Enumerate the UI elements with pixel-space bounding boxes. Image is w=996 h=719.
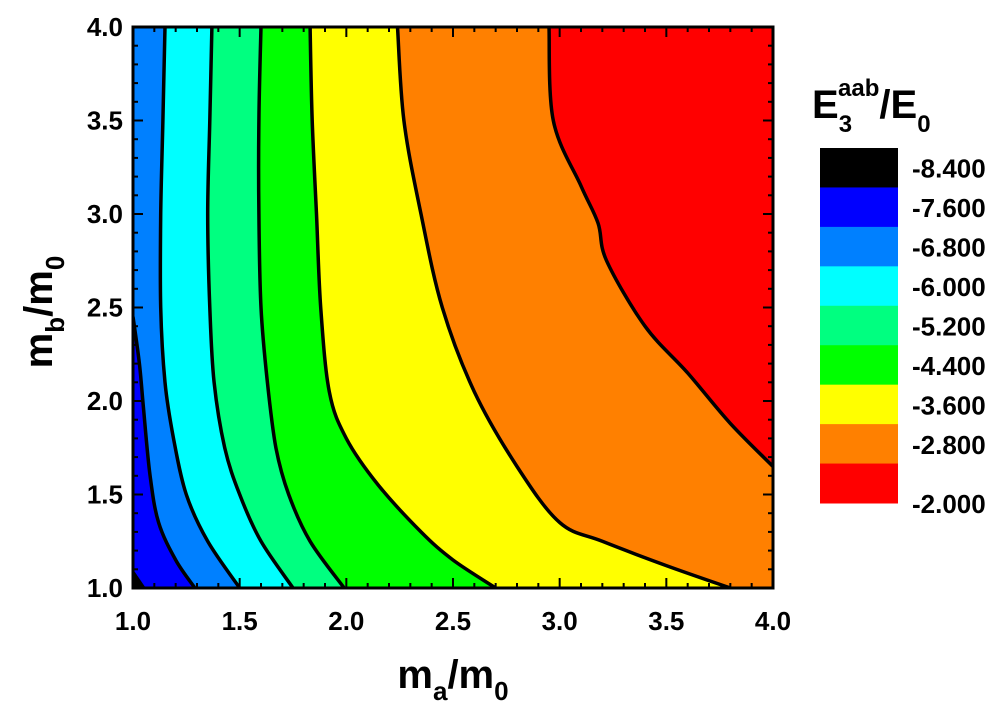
colorbar-label: -3.600: [912, 390, 986, 420]
x-label-sub2: 0: [494, 676, 508, 706]
colorbar-swatch: [820, 345, 898, 386]
colorbar-swatch: [820, 384, 898, 425]
x-axis: 1.0 1.5 2.0 2.5 3.0 3.5 4.0: [115, 27, 791, 636]
colorbar-label: -6.000: [912, 272, 986, 302]
y-label-tail: /m: [17, 270, 61, 317]
contour-line: [308, 27, 497, 588]
y-tick-label: 2.5: [87, 293, 123, 323]
x-label-tail: /m: [447, 653, 494, 697]
colorbar-title: E3 aab/E0: [812, 75, 931, 138]
colorbar-label: -8.400: [912, 154, 986, 184]
y-tick-label: 1.5: [87, 480, 123, 510]
y-tick-label: 2.0: [87, 386, 123, 416]
colorbar-swatch: [820, 305, 898, 346]
colorbar-swatch: [820, 187, 898, 228]
contour-line: [158, 27, 242, 588]
contour-band: [133, 569, 146, 588]
y-axis-label: mb/m0: [17, 256, 70, 369]
cb-title-tail: /E: [879, 83, 917, 127]
colorbar-label: -6.800: [912, 233, 986, 263]
colorbar-swatch: [820, 424, 898, 465]
colorbar-swatch: [820, 226, 898, 267]
contour-band: [133, 27, 240, 588]
colorbar: -8.400 -7.600 -6.800 -6.000 -5.200 -4.400 -3.6…: [820, 148, 986, 519]
colorbar-label: -7.600: [912, 193, 986, 223]
x-tick-label: 2.5: [435, 606, 471, 636]
contour-line: [205, 27, 295, 588]
y-label-main: m: [17, 333, 61, 369]
x-tick-label: 2.0: [328, 606, 364, 636]
x-tick-label: 1.5: [222, 606, 258, 636]
x-tick-label: 1.0: [115, 606, 151, 636]
x-tick-label: 3.5: [648, 606, 684, 636]
colorbar-swatch: [820, 463, 898, 504]
cb-title-sup: aab: [838, 75, 879, 102]
cb-title-sub: 3: [839, 111, 852, 138]
y-label-sub: b: [40, 317, 70, 333]
colorbar-swatch: [820, 266, 898, 307]
colorbar-label: -2.000: [912, 489, 986, 519]
x-label-sub: a: [433, 676, 448, 706]
x-tick-label: 4.0: [755, 606, 791, 636]
colorbar-label: -4.400: [912, 351, 986, 381]
contour-band: [133, 316, 195, 588]
x-tick-label: 3.0: [542, 606, 578, 636]
colorbar-swatch: [820, 148, 898, 188]
y-tick-label: 1.0: [87, 573, 123, 603]
y-axis: 1.0 1.5 2.0 2.5 3.0 3.5 4.0: [87, 12, 773, 603]
contour-line: [133, 316, 197, 588]
contour-line: [547, 27, 773, 468]
x-axis-label: ma/m0: [397, 653, 508, 706]
y-tick-label: 3.0: [87, 199, 123, 229]
y-tick-label: 3.5: [87, 106, 123, 136]
contour-line: [256, 27, 346, 588]
colorbar-label: -5.200: [912, 312, 986, 342]
y-tick-label: 4.0: [87, 12, 123, 42]
cb-title-main: E: [812, 83, 839, 127]
cb-title-sub2: 0: [917, 111, 930, 138]
contour-lines: [133, 27, 773, 588]
y-label-sub2: 0: [40, 256, 70, 270]
colorbar-label: -2.800: [912, 430, 986, 460]
contour-line: [395, 27, 731, 588]
contour-fills: [133, 27, 773, 588]
x-label-main: m: [397, 653, 433, 697]
